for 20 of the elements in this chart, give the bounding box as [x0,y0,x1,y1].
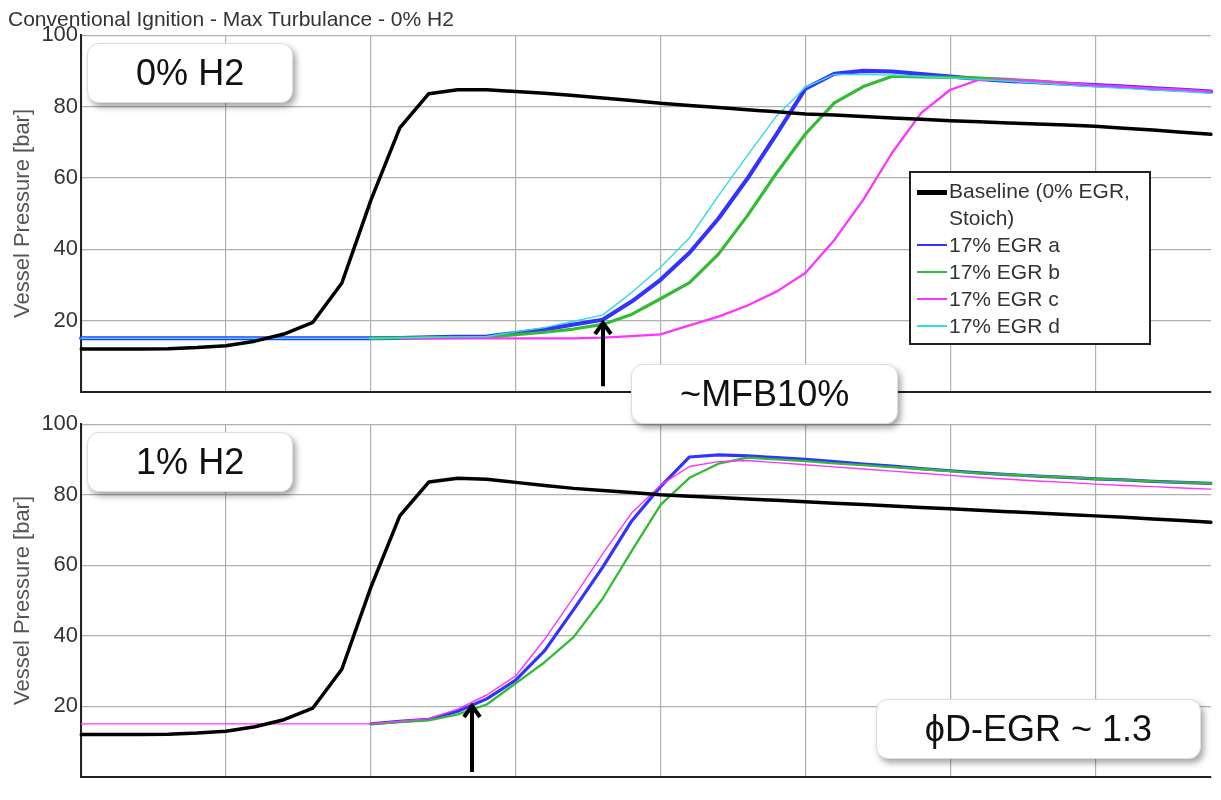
y-tick-label: 60 [53,551,79,577]
y-tick-label: 100 [41,410,79,436]
annotation: 1% H2 [87,432,294,493]
annotation: ~MFB10% [631,363,899,424]
legend-label: 17% EGR b [949,258,1060,285]
y-tick-label: 60 [53,163,79,189]
y-tick-label: 20 [53,692,79,718]
y-axis-title: Vessel Pressure [bar] [9,495,35,706]
y-tick-label: 40 [53,235,79,261]
y-axis-title: Vessel Pressure [bar] [9,108,35,319]
legend-label: 17% EGR d [949,312,1060,339]
y-tick-label: 80 [53,92,79,118]
legend-label: 17% EGR a [949,231,1060,258]
legend-label: 17% EGR c [949,285,1059,312]
y-tick-label: 80 [53,480,79,506]
y-tick-label: 40 [53,621,79,647]
annotation: ϕD-EGR ~ 1.3 [875,698,1201,759]
annotation: 0% H2 [87,43,294,104]
y-tick-label: 20 [53,306,79,332]
legend-label: Baseline (0% EGR, Stoich) [949,177,1131,231]
